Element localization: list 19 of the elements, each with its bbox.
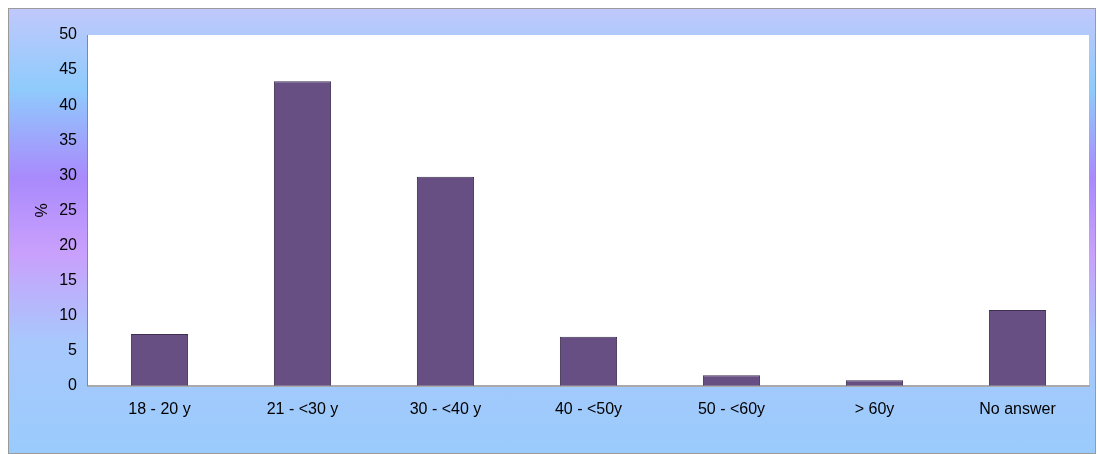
y-tick-label: 20 (59, 235, 78, 253)
y-tick-label: 0 (68, 376, 78, 394)
y-tick-label: 25 (59, 200, 78, 218)
y-tick-label: 15 (59, 270, 78, 288)
x-tick-label: 50 - <60y (697, 399, 766, 417)
y-tick-label: 5 (68, 341, 78, 359)
y-tick-label: 10 (59, 306, 78, 324)
y-tick-label: 30 (59, 165, 78, 183)
y-axis-title: % (33, 203, 51, 218)
x-tick-label: > 60y (854, 399, 895, 417)
x-tick-label: 40 - <50y (554, 399, 623, 417)
y-tick-label: 45 (59, 60, 78, 78)
x-tick-label: No answer (979, 399, 1057, 417)
y-tick-label: 40 (59, 95, 78, 113)
x-tick-label: 21 - <30 y (266, 399, 339, 417)
y-tick-label: 50 (59, 25, 78, 43)
x-tick-label: 18 - 20 y (128, 399, 191, 417)
y-tick-label: 35 (59, 130, 78, 148)
x-tick-label: 30 - <40 y (409, 399, 482, 417)
